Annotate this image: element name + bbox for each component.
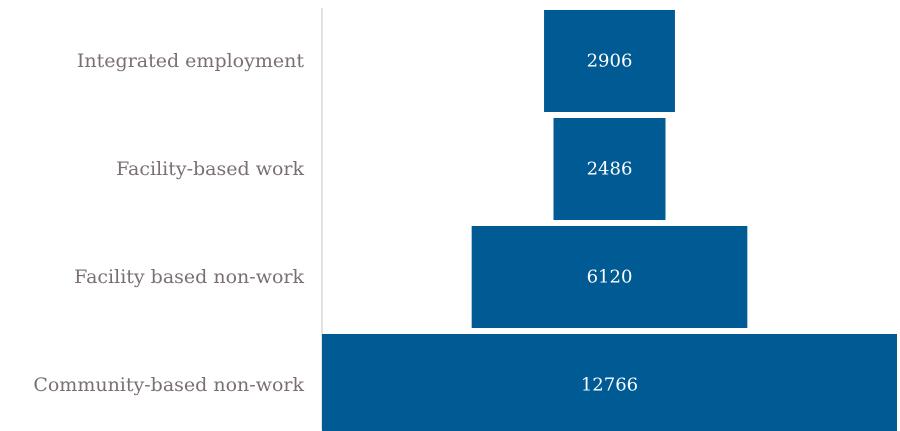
- category-label: Facility-based work: [116, 158, 304, 180]
- category-label: Community-based non-work: [33, 374, 304, 396]
- value-label: 12766: [581, 375, 638, 396]
- value-label: 2486: [587, 159, 633, 180]
- value-label: 2906: [587, 51, 633, 72]
- bars-group: [322, 10, 897, 431]
- bar-integrated-employment: [544, 10, 675, 112]
- value-label: 6120: [587, 267, 633, 288]
- category-labels-group: Integrated employment Facility-based work…: [33, 50, 304, 396]
- bar-facility-based-non-work: [471, 226, 748, 328]
- value-labels-group: 2906 2486 6120 12766: [581, 51, 638, 396]
- category-label: Integrated employment: [77, 50, 304, 72]
- category-label: Facility based non-work: [74, 266, 304, 288]
- bar-community-based-non-work: [322, 334, 897, 431]
- bar-facility-based-work: [553, 118, 666, 220]
